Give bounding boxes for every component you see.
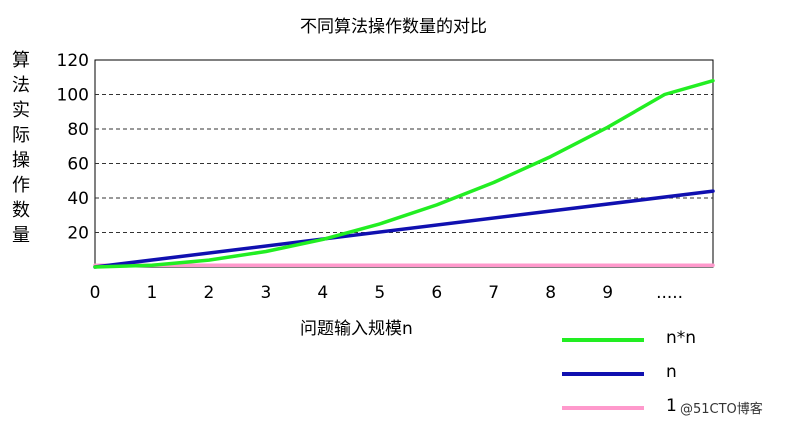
- legend-entry-n-squared: n*n: [562, 328, 782, 352]
- chart-plot: 20 40 60 80 100 120 0 1 2 3 4 5 6 7 8 9.....: [57, 51, 715, 303]
- y-tick-label: 60: [67, 155, 89, 175]
- legend-swatch-constant: [562, 406, 644, 410]
- y-tick-label: 80: [67, 120, 89, 140]
- legend-entry-constant: 1: [562, 396, 782, 420]
- legend-label-constant: 1: [666, 396, 677, 416]
- legend-label-n-squared: n*n: [666, 328, 697, 348]
- y-tick-label: 100: [57, 86, 89, 106]
- legend-entry-n: n: [562, 362, 782, 386]
- legend-label-n: n: [666, 362, 677, 382]
- x-tick-label: 9: [602, 283, 613, 303]
- watermark: @51CTO博客: [680, 402, 763, 417]
- series-line-0: [93, 78, 715, 269]
- x-tick-label: 5: [374, 283, 385, 303]
- legend-swatch-n-squared: [562, 338, 644, 342]
- x-tick-label: 0: [90, 283, 101, 303]
- x-tick-label: 2: [204, 283, 215, 303]
- x-tick-label: 6: [431, 283, 442, 303]
- x-axis-label: 问题输入规模n: [300, 319, 413, 339]
- y-tick-label: 40: [67, 189, 89, 209]
- chart-title: 不同算法操作数量的对比: [300, 17, 487, 37]
- x-tick-label: 7: [488, 283, 499, 303]
- x-tick-label: 8: [545, 283, 556, 303]
- legend-swatch-n: [562, 372, 644, 376]
- series-line-1: [93, 189, 715, 269]
- y-tick-label: 120: [57, 51, 89, 71]
- x-tick-label: 3: [260, 283, 271, 303]
- x-tick-label: 1: [147, 283, 158, 303]
- x-tick-label: 4: [317, 283, 328, 303]
- x-tick-label: .....: [656, 283, 683, 303]
- y-axis-label: 算法实际操作数量: [12, 50, 30, 246]
- y-tick-label: 20: [67, 224, 89, 244]
